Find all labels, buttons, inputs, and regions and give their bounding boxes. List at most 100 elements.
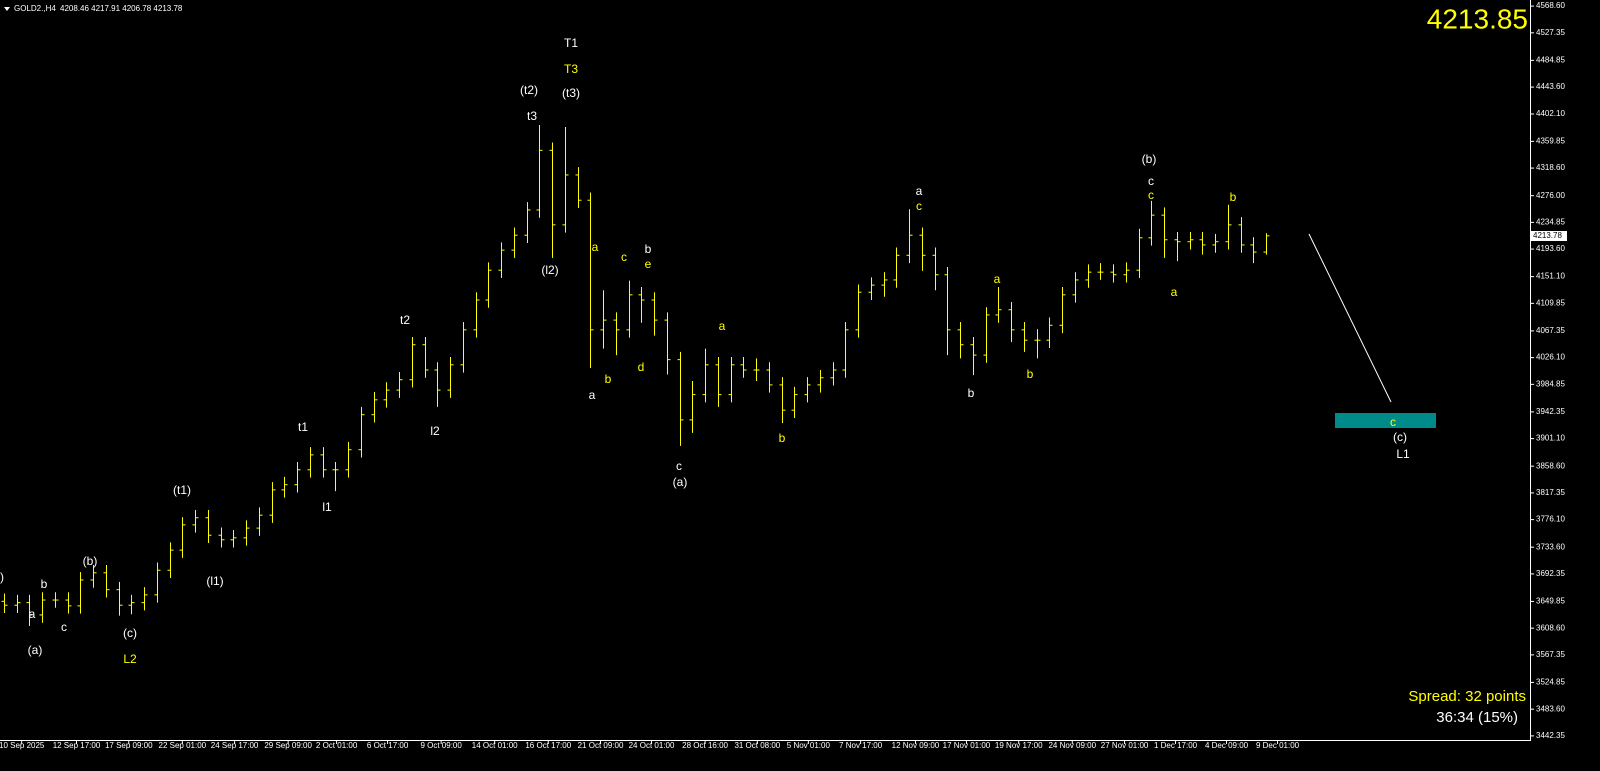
x-tick-label: 24 Oct 01:00 (629, 741, 675, 750)
x-tick-label: 24 Sep 17:00 (211, 741, 259, 750)
wave-label: d (638, 360, 645, 374)
spread: Spread: 32 points (1408, 688, 1526, 705)
timer: 36:34 (15%) (1436, 709, 1518, 726)
wave-label: (t2) (520, 83, 538, 97)
x-tick-label: 12 Nov 09:00 (892, 741, 940, 750)
wave-label: ) (0, 570, 4, 584)
wave-label: a (29, 607, 36, 621)
wave-label: (b) (1142, 152, 1157, 166)
x-tick-label: 21 Oct 09:00 (578, 741, 624, 750)
wave-label: c (916, 199, 922, 213)
y-tick-label: 3858.60 (1536, 461, 1565, 470)
target-zone (1335, 413, 1436, 428)
y-tick-label: 3733.60 (1536, 542, 1565, 551)
x-tick-label: 1 Dec 17:00 (1154, 741, 1198, 750)
y-tick-label: 4443.60 (1536, 82, 1565, 91)
wave-label: T3 (564, 62, 578, 76)
x-tick-label: 16 Oct 17:00 (525, 741, 571, 750)
y-tick-label: 4026.10 (1536, 353, 1565, 362)
y-tick-label: 3776.10 (1536, 515, 1565, 524)
wave-label: L2 (123, 652, 137, 666)
wave-label: b (968, 386, 975, 400)
y-tick-label: 3483.60 (1536, 704, 1565, 713)
y-tick-label: 4484.85 (1536, 55, 1565, 64)
wave-label: a (916, 184, 923, 198)
wave-label: t3 (527, 109, 537, 123)
x-tick-label: 22 Sep 01:00 (159, 741, 207, 750)
wave-label: (t3) (562, 86, 580, 100)
x-tick-label: 29 Sep 09:00 (264, 741, 312, 750)
y-tick-label: 3817.35 (1536, 488, 1565, 497)
y-tick-label: 3984.85 (1536, 379, 1565, 388)
wave-label: e (645, 257, 652, 271)
x-tick-label: 9 Oct 09:00 (420, 741, 462, 750)
wave-label: L1 (1396, 447, 1410, 461)
wave-label: l1 (322, 500, 332, 514)
y-tick-label: 3442.35 (1536, 731, 1565, 740)
menu-arrow[interactable] (4, 7, 10, 11)
x-tick-label: 6 Oct 17:00 (367, 741, 409, 750)
wave-label: c (1148, 188, 1154, 202)
y-tick-label: 3942.35 (1536, 407, 1565, 416)
x-tick-label: 27 Nov 01:00 (1101, 741, 1149, 750)
x-tick-label: 7 Nov 17:00 (839, 741, 883, 750)
y-tick-label: 3524.85 (1536, 678, 1565, 687)
y-tick-label: 4402.10 (1536, 109, 1565, 118)
wave-label: b (605, 372, 612, 386)
wave-label: c (61, 620, 67, 634)
y-tick-label: 4359.85 (1536, 136, 1565, 145)
price-marker (1531, 231, 1567, 242)
x-tick-label: 19 Nov 17:00 (995, 741, 1043, 750)
wave-label: b (1230, 190, 1237, 204)
y-tick-label: 4568.60 (1536, 1, 1565, 10)
wave-label: c (1148, 174, 1154, 188)
wave-label: c (676, 459, 682, 473)
x-tick-label: 12 Sep 17:00 (53, 741, 101, 750)
wave-label: b (41, 577, 48, 591)
wave-label: a (589, 388, 596, 402)
price-marker-label: 4213.78 (1533, 231, 1562, 240)
y-tick-label: 3692.35 (1536, 569, 1565, 578)
wave-label: (l2) (541, 263, 558, 277)
symbol: GOLD2.,H4 (14, 4, 56, 13)
y-tick-label: 4109.85 (1536, 298, 1565, 307)
x-tick-label: 10 Sep 2025 (0, 741, 45, 750)
x-tick-label: 24 Nov 09:00 (1048, 741, 1096, 750)
projection-line (1308, 233, 1392, 403)
x-tick-label: 28 Oct 16:00 (682, 741, 728, 750)
y-tick-label: 4234.85 (1536, 217, 1565, 226)
wave-label: b (645, 242, 652, 256)
y-tick-label: 4276.00 (1536, 191, 1565, 200)
x-tick-label: 9 Dec 01:00 (1256, 741, 1300, 750)
x-tick-label: 5 Nov 01:00 (787, 741, 831, 750)
wave-label: (a) (673, 475, 688, 489)
y-tick-label: 4318.60 (1536, 163, 1565, 172)
bid-price: 4213.85 (1427, 3, 1528, 34)
wave-label: b (779, 431, 786, 445)
wave-label: (t1) (173, 483, 191, 497)
y-tick-label: 4067.35 (1536, 326, 1565, 335)
x-tick-label: 31 Oct 08:00 (734, 741, 780, 750)
wave-label: T1 (564, 36, 578, 50)
y-tick-label: 4527.35 (1536, 28, 1565, 37)
y-tick-label: 3901.10 (1536, 434, 1565, 443)
wave-label: a (592, 240, 599, 254)
x-tick-label: 17 Nov 01:00 (943, 741, 991, 750)
wave-label: (b) (83, 554, 98, 568)
x-tick-label: 14 Oct 01:00 (472, 741, 518, 750)
wave-label: (c) (123, 626, 137, 640)
y-tick-label: 3567.35 (1536, 650, 1565, 659)
x-tick-label: 17 Sep 09:00 (105, 741, 153, 750)
wave-label: l2 (430, 424, 440, 438)
wave-label: (a) (28, 643, 43, 657)
wave-label: c (621, 250, 627, 264)
x-tick-label: 2 Oct 01:00 (316, 741, 358, 750)
wave-label: a (994, 272, 1001, 286)
wave-label: t2 (400, 313, 410, 327)
quote: 4208.46 4217.91 4206.78 4213.78 (60, 4, 183, 13)
wave-label: (l1) (206, 574, 223, 588)
wave-label: c (1390, 415, 1396, 429)
